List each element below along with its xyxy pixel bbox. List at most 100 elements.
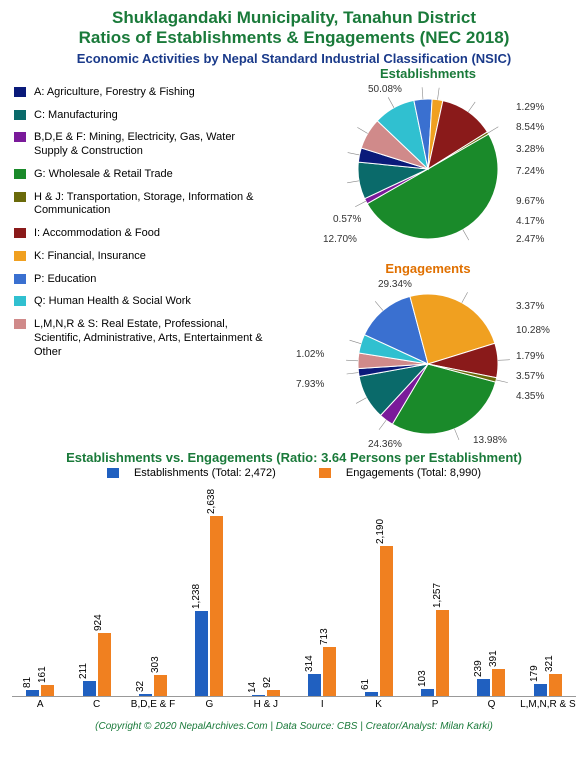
bar-value-label: 161 bbox=[37, 666, 48, 683]
legend-swatch bbox=[14, 251, 26, 261]
pie-slice-label: 13.98% bbox=[473, 435, 507, 446]
bar-value-label: 391 bbox=[488, 650, 499, 667]
legend-est: Establishments (Total: 2,472) bbox=[97, 467, 286, 479]
bar-value-label: 14 bbox=[247, 682, 258, 693]
legend-swatch bbox=[14, 132, 26, 142]
legend-label: P: Education bbox=[34, 273, 269, 287]
bar-value-label: 2,638 bbox=[206, 489, 217, 514]
bar-value-label: 61 bbox=[360, 679, 371, 690]
bar-establishments: 239 bbox=[477, 679, 490, 695]
bar-pair: 211924 bbox=[83, 633, 111, 696]
pie-slice-label: 4.17% bbox=[516, 216, 544, 227]
bar-pair: 179321 bbox=[534, 674, 562, 696]
legend-label: L,M,N,R & S: Real Estate, Professional, … bbox=[34, 318, 269, 359]
bar-value-label: 239 bbox=[473, 661, 484, 678]
bar-engagements: 924 bbox=[98, 633, 111, 696]
pie-slice-label: 10.28% bbox=[516, 325, 550, 336]
engagements-pie-block: Engagements 29.34%3.37%10.28%1.79%3.57%4… bbox=[278, 261, 578, 450]
bar-value-label: 1,257 bbox=[432, 583, 443, 608]
bar-value-label: 321 bbox=[544, 655, 555, 672]
bar-category: 1,2382,638G bbox=[181, 516, 237, 696]
bar-category-label: I bbox=[294, 696, 350, 710]
bar-value-label: 303 bbox=[150, 656, 161, 673]
legend-swatch bbox=[14, 192, 26, 202]
legend-label: K: Financial, Insurance bbox=[34, 250, 269, 264]
legend-eng-label: Engagements (Total: 8,990) bbox=[346, 467, 481, 479]
bar-category: 32303B,D,E & F bbox=[125, 675, 181, 696]
legend-swatch bbox=[14, 319, 26, 329]
bar-value-label: 103 bbox=[417, 670, 428, 687]
pie-slice-label: 3.28% bbox=[516, 144, 544, 155]
upper-section: A: Agriculture, Forestry & FishingC: Man… bbox=[0, 66, 588, 446]
pie-slice-label: 3.37% bbox=[516, 301, 544, 312]
bar-category-label: K bbox=[350, 696, 406, 710]
legend-label: H & J: Transportation, Storage, Informat… bbox=[34, 191, 269, 219]
legend-est-swatch bbox=[107, 468, 119, 478]
bar-category: 81161A bbox=[12, 685, 68, 696]
bar-establishments: 103 bbox=[421, 689, 434, 696]
bar-value-label: 2,190 bbox=[375, 519, 386, 544]
pie-slice-label: 1.29% bbox=[516, 102, 544, 113]
title-line1: Shuklagandaki Municipality, Tanahun Dist… bbox=[0, 8, 588, 28]
pie-slice-label: 9.67% bbox=[516, 196, 544, 207]
bar-value-label: 211 bbox=[78, 663, 89, 679]
bar-chart-title: Establishments vs. Engagements (Ratio: 3… bbox=[0, 450, 588, 465]
pie-slice-label: 50.08% bbox=[368, 84, 402, 95]
legend-label: I: Accommodation & Food bbox=[34, 227, 269, 241]
bar-engagements: 161 bbox=[41, 685, 54, 696]
legend-eng-swatch bbox=[319, 468, 331, 478]
bar-category: 179321L,M,N,R & S bbox=[520, 674, 576, 696]
bar-value-label: 314 bbox=[304, 656, 315, 673]
bar-category: 314713I bbox=[294, 647, 350, 696]
pie-slice-label: 2.47% bbox=[516, 234, 544, 245]
pie-slice-label: 7.93% bbox=[296, 379, 324, 390]
bar-category: 211924C bbox=[68, 633, 124, 696]
legend-label: Q: Human Health & Social Work bbox=[34, 295, 269, 309]
title-block: Shuklagandaki Municipality, Tanahun Dist… bbox=[0, 0, 588, 66]
bar-value-label: 1,238 bbox=[191, 584, 202, 609]
bar-category-label: A bbox=[12, 696, 68, 710]
bar-engagements: 2,190 bbox=[380, 546, 393, 695]
pie-slice-label: 1.79% bbox=[516, 351, 544, 362]
legend-item: C: Manufacturing bbox=[14, 109, 269, 123]
legend-swatch bbox=[14, 296, 26, 306]
bar-pair: 1,2382,638 bbox=[195, 516, 223, 696]
legend-swatch bbox=[14, 110, 26, 120]
bar-chart-legend: Establishments (Total: 2,472) Engagement… bbox=[0, 467, 588, 481]
bar-category-label: P bbox=[407, 696, 463, 710]
bar-value-label: 32 bbox=[135, 680, 146, 691]
legend-item: K: Financial, Insurance bbox=[14, 250, 269, 264]
bar-value-label: 179 bbox=[529, 665, 540, 682]
legend-item: I: Accommodation & Food bbox=[14, 227, 269, 241]
bar-pair: 314713 bbox=[308, 647, 336, 696]
bar-value-label: 81 bbox=[22, 677, 33, 688]
bar-category-label: Q bbox=[463, 696, 519, 710]
legend-est-label: Establishments (Total: 2,472) bbox=[134, 467, 276, 479]
bar-category-label: H & J bbox=[238, 696, 294, 710]
legend-label: C: Manufacturing bbox=[34, 109, 269, 123]
pie-slice-label: 4.35% bbox=[516, 391, 544, 402]
legend-label: G: Wholesale & Retail Trade bbox=[34, 168, 269, 182]
bar-establishments: 211 bbox=[83, 681, 96, 695]
bar-category-label: B,D,E & F bbox=[125, 696, 181, 710]
pie-charts-area: Establishments 50.08%1.29%8.54%3.28%7.24… bbox=[278, 66, 578, 450]
pie-slice-label: 1.02% bbox=[296, 349, 324, 360]
bar-category-label: G bbox=[181, 696, 237, 710]
bar-establishments: 179 bbox=[534, 684, 547, 696]
bar-engagements: 2,638 bbox=[210, 516, 223, 696]
pie-slice-label: 12.70% bbox=[323, 234, 357, 245]
footer-credit: (Copyright © 2020 NepalArchives.Com | Da… bbox=[0, 721, 588, 732]
legend-eng: Engagements (Total: 8,990) bbox=[309, 467, 491, 479]
pie-slice-label: 7.24% bbox=[516, 166, 544, 177]
establishments-pie-block: Establishments 50.08%1.29%8.54%3.28%7.24… bbox=[278, 66, 578, 255]
legend-item: P: Education bbox=[14, 273, 269, 287]
pie-slice-label: 0.57% bbox=[333, 214, 361, 225]
legend-item: Q: Human Health & Social Work bbox=[14, 295, 269, 309]
bar-category: 239391Q bbox=[463, 669, 519, 696]
bar-chart-area: 81161A211924C32303B,D,E & F1,2382,638G14… bbox=[12, 485, 576, 715]
bar-engagements: 321 bbox=[549, 674, 562, 696]
pie-slice-label: 29.34% bbox=[378, 279, 412, 290]
bar-category: 1492H & J bbox=[238, 690, 294, 696]
bar-value-label: 92 bbox=[262, 676, 273, 687]
legend-swatch bbox=[14, 87, 26, 97]
